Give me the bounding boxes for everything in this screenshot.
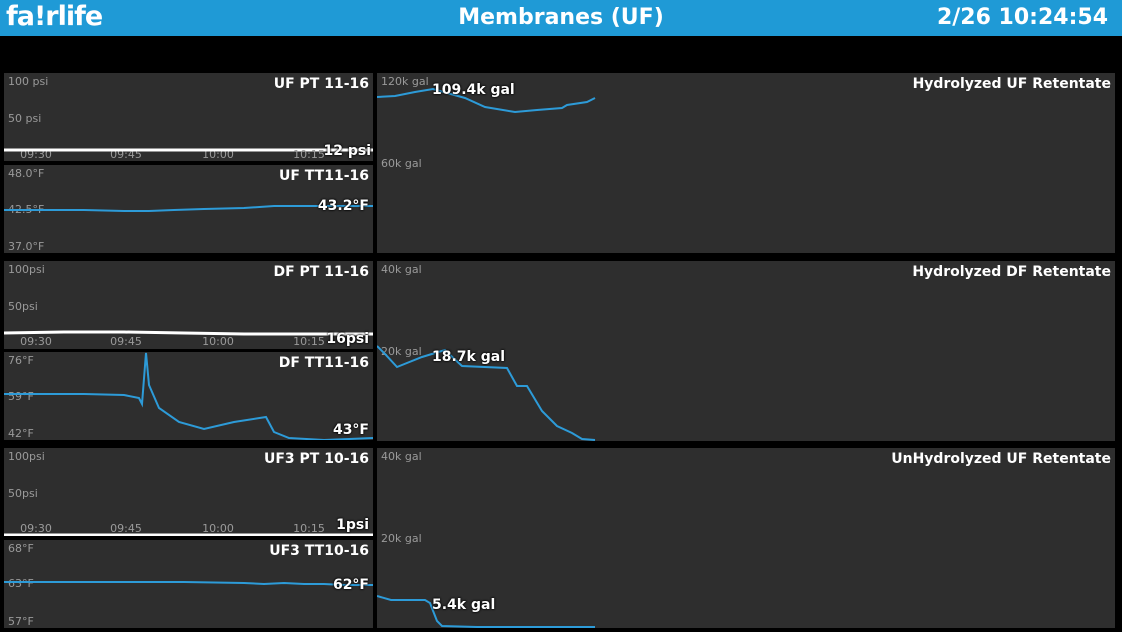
- panel-uf-pt[interactable]: UF PT 11-16 100 psi 50 psi 09:30 09:45 1…: [4, 73, 373, 161]
- current-value: 18.7k gal: [432, 349, 505, 365]
- panel-title: DF PT 11-16: [273, 264, 369, 280]
- y-label-top: 40k gal: [381, 450, 422, 463]
- y-label-top: 120k gal: [381, 75, 429, 88]
- y-label-mid: 50psi: [8, 487, 38, 500]
- panel-uf3-pt[interactable]: UF3 PT 10-16 100psi 50psi 09:30 09:45 10…: [4, 448, 373, 536]
- current-value: 12 psi: [323, 143, 371, 159]
- y-label-top: 100psi: [8, 263, 45, 276]
- volume-trend-plot: [377, 595, 595, 628]
- x-tick: 09:45: [110, 335, 142, 348]
- panel-title: Hydrolyzed DF Retentate: [912, 264, 1111, 280]
- panel-title: UF TT11-16: [278, 168, 369, 184]
- temperature-trend-line: [4, 352, 373, 440]
- y-label-bottom: 37.0°F: [8, 240, 45, 253]
- datetime-display: 2/26 10:24:54: [936, 5, 1108, 30]
- pressure-trend-plot: [4, 148, 373, 152]
- panel-title: UnHydrolyzed UF Retentate: [891, 451, 1111, 467]
- pressure-trend-line: [4, 330, 373, 336]
- pressure-trend-plot: [4, 533, 373, 536]
- volume-trend-plot: [377, 87, 596, 114]
- x-tick: 10:15: [293, 522, 325, 535]
- temperature-trend-line: [4, 205, 373, 212]
- panel-title: Hydrolyzed UF Retentate: [912, 76, 1111, 92]
- panel-title: DF TT11-16: [278, 355, 369, 371]
- header-bar: fa!rlife Membranes (UF) 2/26 10:24:54: [0, 0, 1122, 36]
- panel-uf-tt[interactable]: UF TT11-16 48.0°F 42.5°F 37.0°F 43.2°F: [4, 165, 373, 253]
- volume-trend-plot: [377, 345, 596, 441]
- y-label-bottom: 42°F: [8, 427, 34, 440]
- volume-trend-line: [377, 345, 596, 441]
- temperature-trend-plot: [4, 205, 373, 212]
- y-label-mid: 50psi: [8, 300, 38, 313]
- panel-title: UF3 PT 10-16: [263, 451, 369, 467]
- current-value: 62°F: [332, 577, 369, 593]
- panel-hyd-uf[interactable]: Hydrolyzed UF Retentate 120k gal 60k gal…: [377, 73, 1115, 253]
- y-label-top: 48.0°F: [8, 167, 45, 180]
- fairlife-logo: fa!rlife: [6, 1, 103, 32]
- x-tick: 10:15: [293, 335, 325, 348]
- x-tick: 09:30: [20, 335, 52, 348]
- y-label-mid: 20k gal: [381, 532, 422, 545]
- y-label-mid: 20k gal: [381, 345, 422, 358]
- temperature-trend-plot: [4, 581, 373, 586]
- panel-unhyd-uf[interactable]: UnHydrolyzed UF Retentate 40k gal 20k ga…: [377, 448, 1115, 628]
- x-tick: 10:00: [202, 335, 234, 348]
- volume-trend-line: [377, 87, 596, 114]
- x-tick: 10:00: [202, 522, 234, 535]
- page-title: Membranes (UF): [458, 5, 664, 30]
- y-label-mid: 60k gal: [381, 157, 422, 170]
- y-label-top: 40k gal: [381, 263, 422, 276]
- y-label-top: 76°F: [8, 354, 34, 367]
- current-value: 109.4k gal: [432, 82, 515, 98]
- x-tick: 09:45: [110, 522, 142, 535]
- y-label-top: 100 psi: [8, 75, 49, 88]
- y-label-top: 68°F: [8, 542, 34, 555]
- y-label-top: 100psi: [8, 450, 45, 463]
- current-value: 43.2°F: [317, 198, 369, 214]
- x-tick: 10:15: [293, 148, 325, 161]
- panel-df-pt[interactable]: DF PT 11-16 100psi 50psi 09:30 09:45 10:…: [4, 261, 373, 349]
- current-value: 43°F: [332, 422, 369, 438]
- temperature-trend-line: [4, 581, 373, 586]
- pressure-trend-plot: [4, 330, 373, 336]
- panel-title: UF3 TT10-16: [269, 543, 369, 559]
- current-value: 16psi: [326, 331, 369, 347]
- current-value: 5.4k gal: [432, 597, 496, 613]
- temperature-trend-plot: [4, 352, 373, 440]
- panel-df-tt[interactable]: DF TT11-16 76°F 59°F 42°F 43°F: [4, 352, 373, 440]
- volume-trend-line: [377, 595, 595, 628]
- panel-uf3-tt[interactable]: UF3 TT10-16 68°F 63°F 57°F 62°F: [4, 540, 373, 628]
- y-label-bottom: 57°F: [8, 615, 34, 628]
- panel-title: UF PT 11-16: [273, 76, 369, 92]
- current-value: 1psi: [336, 517, 369, 533]
- y-label-mid: 63°F: [8, 577, 34, 590]
- panel-hyd-df[interactable]: Hydrolyzed DF Retentate 40k gal 20k gal …: [377, 261, 1115, 441]
- x-tick: 09:30: [20, 522, 52, 535]
- y-label-mid: 50 psi: [8, 112, 42, 125]
